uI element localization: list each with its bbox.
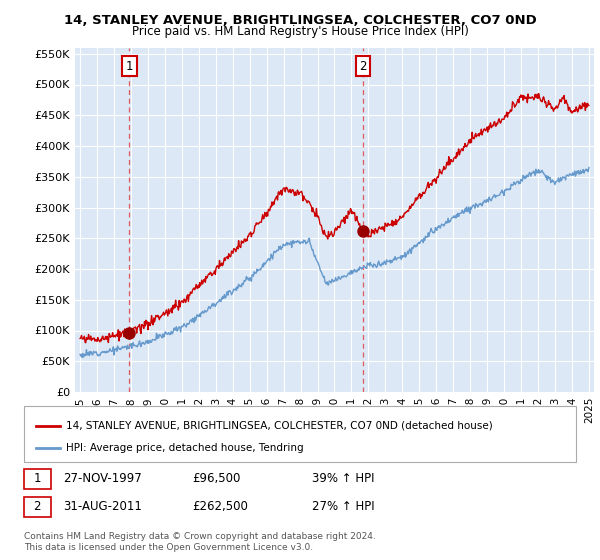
Text: 27% ↑ HPI: 27% ↑ HPI bbox=[312, 500, 374, 514]
Text: 39% ↑ HPI: 39% ↑ HPI bbox=[312, 472, 374, 486]
Text: 1: 1 bbox=[125, 59, 133, 73]
Text: 1: 1 bbox=[34, 472, 41, 486]
Text: 31-AUG-2011: 31-AUG-2011 bbox=[63, 500, 142, 514]
Text: 2: 2 bbox=[34, 500, 41, 514]
Text: 2: 2 bbox=[359, 59, 367, 73]
Text: £262,500: £262,500 bbox=[192, 500, 248, 514]
Text: HPI: Average price, detached house, Tendring: HPI: Average price, detached house, Tend… bbox=[66, 443, 304, 453]
Text: Contains HM Land Registry data © Crown copyright and database right 2024.
This d: Contains HM Land Registry data © Crown c… bbox=[24, 532, 376, 552]
Text: 14, STANLEY AVENUE, BRIGHTLINGSEA, COLCHESTER, CO7 0ND (detached house): 14, STANLEY AVENUE, BRIGHTLINGSEA, COLCH… bbox=[66, 421, 493, 431]
Text: 27-NOV-1997: 27-NOV-1997 bbox=[63, 472, 142, 486]
Text: Price paid vs. HM Land Registry's House Price Index (HPI): Price paid vs. HM Land Registry's House … bbox=[131, 25, 469, 38]
Text: £96,500: £96,500 bbox=[192, 472, 241, 486]
Text: 14, STANLEY AVENUE, BRIGHTLINGSEA, COLCHESTER, CO7 0ND: 14, STANLEY AVENUE, BRIGHTLINGSEA, COLCH… bbox=[64, 14, 536, 27]
